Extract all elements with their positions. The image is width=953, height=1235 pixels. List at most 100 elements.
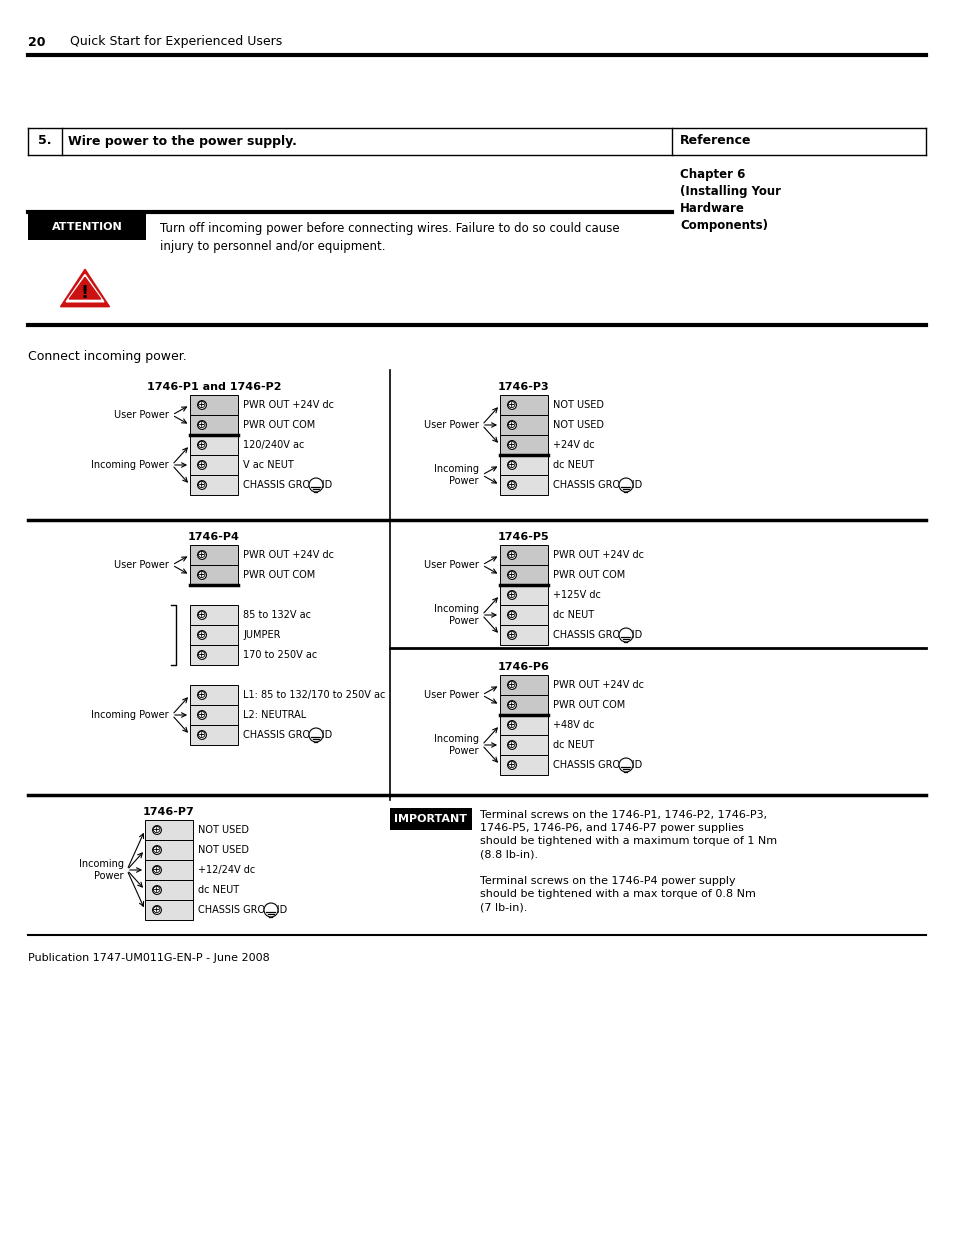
Text: ⊕: ⊕	[197, 730, 207, 740]
Text: !: !	[81, 284, 89, 301]
Text: +24V dc: +24V dc	[553, 440, 594, 450]
Bar	[499, 415, 547, 435]
Text: Chapter 6
(Installing Your
Hardware
Components): Chapter 6 (Installing Your Hardware Comp…	[679, 168, 781, 232]
Text: +48V dc: +48V dc	[553, 720, 594, 730]
Text: CHASSIS GROUND: CHASSIS GROUND	[198, 905, 287, 915]
Text: ⊕: ⊕	[197, 400, 207, 410]
Circle shape	[507, 631, 516, 640]
Bar	[499, 625, 547, 645]
Text: L1: 85 to 132/170 to 250V ac: L1: 85 to 132/170 to 250V ac	[243, 690, 385, 700]
Circle shape	[197, 710, 206, 720]
Text: ⊕: ⊕	[507, 459, 517, 471]
Circle shape	[197, 400, 206, 409]
Text: User Power: User Power	[424, 690, 478, 700]
Text: ⊕: ⊕	[197, 440, 207, 450]
Text: Incoming
Power: Incoming Power	[434, 734, 478, 756]
Text: ⊕: ⊕	[507, 720, 517, 730]
Text: Incoming
Power: Incoming Power	[79, 860, 124, 881]
Text: ⊕: ⊕	[507, 740, 517, 750]
Text: Incoming
Power: Incoming Power	[434, 604, 478, 626]
Circle shape	[507, 441, 516, 450]
Bar	[190, 625, 237, 645]
Bar	[499, 735, 547, 755]
Circle shape	[197, 461, 206, 469]
Text: PWR OUT COM: PWR OUT COM	[243, 571, 314, 580]
Text: ⊕: ⊕	[197, 690, 207, 700]
Text: NOT USED: NOT USED	[198, 845, 249, 855]
Text: dc NEUT: dc NEUT	[198, 885, 239, 895]
Text: ⊕: ⊕	[197, 480, 207, 490]
Text: ⊕: ⊕	[507, 480, 517, 490]
Circle shape	[152, 866, 161, 874]
Text: 120/240V ac: 120/240V ac	[243, 440, 304, 450]
Circle shape	[618, 758, 633, 772]
Text: 1746-P3: 1746-P3	[497, 382, 549, 391]
Text: ⊕: ⊕	[197, 420, 207, 430]
Text: Reference: Reference	[679, 135, 751, 147]
Bar	[145, 900, 193, 920]
Circle shape	[507, 720, 516, 730]
Circle shape	[507, 741, 516, 750]
Text: ⊕: ⊕	[152, 885, 161, 895]
Text: ⊕: ⊕	[507, 420, 517, 430]
Bar	[499, 585, 547, 605]
Text: 1746-P5: 1746-P5	[497, 532, 549, 542]
Text: Wire power to the power supply.: Wire power to the power supply.	[68, 135, 296, 147]
Text: ATTENTION: ATTENTION	[51, 222, 122, 232]
Text: IMPORTANT: IMPORTANT	[395, 814, 467, 824]
Circle shape	[507, 461, 516, 469]
Text: L2: NEUTRAL: L2: NEUTRAL	[243, 710, 306, 720]
Bar	[499, 435, 547, 454]
Bar	[190, 545, 237, 564]
Circle shape	[507, 400, 516, 409]
Text: User Power: User Power	[424, 559, 478, 571]
Text: +125V dc: +125V dc	[553, 590, 600, 600]
Bar	[190, 705, 237, 725]
Circle shape	[309, 478, 323, 492]
Circle shape	[507, 480, 516, 489]
Text: PWR OUT +24V dc: PWR OUT +24V dc	[243, 400, 334, 410]
Bar	[499, 395, 547, 415]
Circle shape	[197, 731, 206, 740]
Text: 5.: 5.	[38, 135, 51, 147]
Bar	[499, 454, 547, 475]
Bar	[499, 676, 547, 695]
Text: ⊕: ⊕	[197, 459, 207, 471]
Text: ⊕: ⊕	[152, 825, 161, 835]
Bar	[499, 605, 547, 625]
Bar	[190, 415, 237, 435]
Text: ⊕: ⊕	[197, 710, 207, 720]
Circle shape	[309, 727, 323, 742]
Circle shape	[507, 551, 516, 559]
Text: 1746-P7: 1746-P7	[143, 806, 194, 818]
Text: ⊕: ⊕	[152, 905, 161, 915]
Text: ⊕: ⊕	[507, 400, 517, 410]
Text: PWR OUT COM: PWR OUT COM	[243, 420, 314, 430]
Circle shape	[507, 761, 516, 769]
Bar	[499, 545, 547, 564]
Text: Terminal screws on the 1746-P1, 1746-P2, 1746-P3,
1746-P5, 1746-P6, and 1746-P7 : Terminal screws on the 1746-P1, 1746-P2,…	[479, 810, 777, 860]
Text: Terminal screws on the 1746-P4 power supply
should be tightened with a max torqu: Terminal screws on the 1746-P4 power sup…	[479, 876, 755, 913]
Circle shape	[618, 478, 633, 492]
Bar	[190, 395, 237, 415]
Text: CHASSIS GROUND: CHASSIS GROUND	[553, 630, 641, 640]
Text: User Power: User Power	[114, 410, 169, 420]
Circle shape	[197, 551, 206, 559]
Circle shape	[507, 590, 516, 599]
Bar	[190, 435, 237, 454]
Text: NOT USED: NOT USED	[198, 825, 249, 835]
Bar	[499, 695, 547, 715]
Text: dc NEUT: dc NEUT	[553, 610, 594, 620]
Text: Turn off incoming power before connecting wires. Failure to do so could cause
in: Turn off incoming power before connectin…	[160, 222, 619, 253]
Polygon shape	[66, 274, 104, 301]
Text: ⊕: ⊕	[507, 550, 517, 559]
Bar	[190, 645, 237, 664]
Bar	[28, 214, 146, 240]
Circle shape	[197, 631, 206, 640]
Text: 20: 20	[28, 36, 46, 48]
Text: dc NEUT: dc NEUT	[553, 740, 594, 750]
Text: NOT USED: NOT USED	[553, 400, 603, 410]
Text: Incoming Power: Incoming Power	[91, 710, 169, 720]
Text: Incoming
Power: Incoming Power	[434, 464, 478, 485]
Circle shape	[152, 905, 161, 914]
